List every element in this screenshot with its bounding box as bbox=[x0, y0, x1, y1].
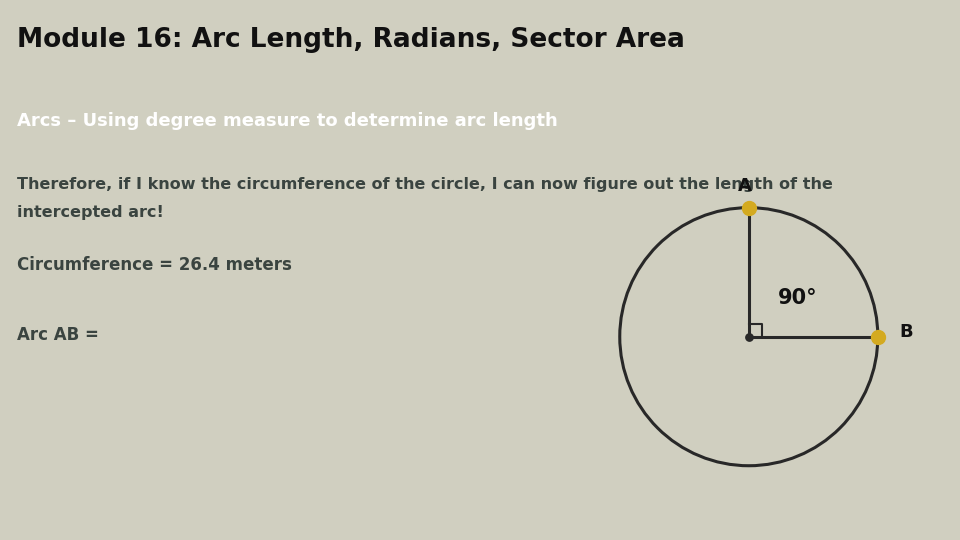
Point bbox=[741, 333, 756, 341]
Point bbox=[870, 333, 885, 341]
Text: A: A bbox=[738, 177, 752, 195]
Text: intercepted arc!: intercepted arc! bbox=[17, 205, 164, 220]
Text: B: B bbox=[900, 322, 913, 341]
Text: Circumference = 26.4 meters: Circumference = 26.4 meters bbox=[17, 256, 292, 274]
Text: Arcs – Using degree measure to determine arc length: Arcs – Using degree measure to determine… bbox=[17, 112, 558, 130]
Text: 90°: 90° bbox=[778, 288, 818, 308]
Text: Module 16: Arc Length, Radians, Sector Area: Module 16: Arc Length, Radians, Sector A… bbox=[17, 27, 685, 53]
Text: Therefore, if I know the circumference of the circle, I can now figure out the l: Therefore, if I know the circumference o… bbox=[17, 177, 833, 192]
Point bbox=[741, 204, 756, 212]
Text: Arc AB =: Arc AB = bbox=[17, 326, 99, 344]
